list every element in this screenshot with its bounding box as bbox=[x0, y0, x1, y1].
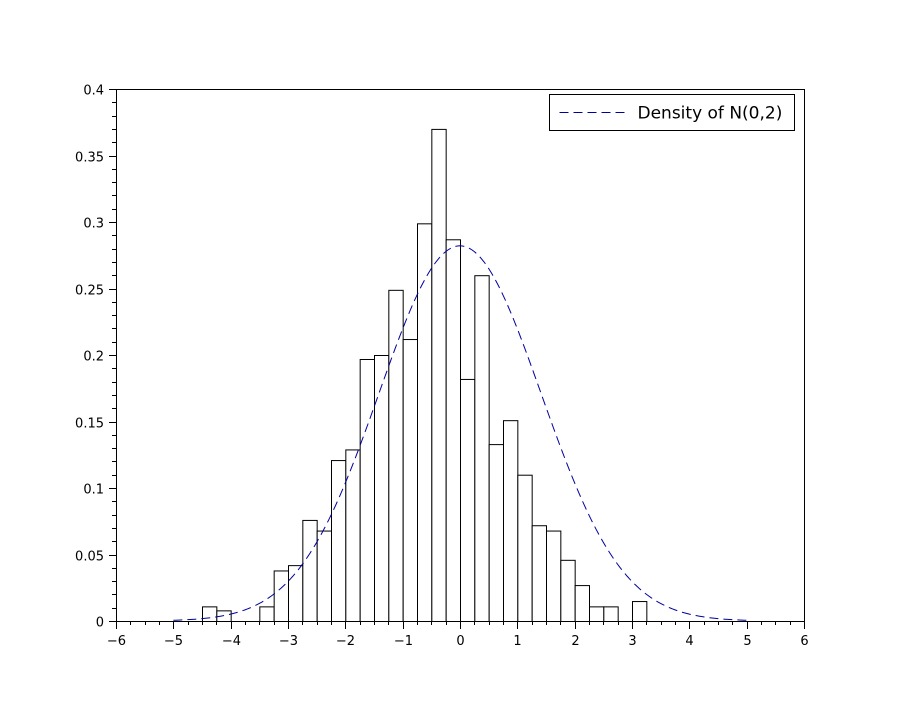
x-tick-label-8: 2 bbox=[571, 634, 579, 649]
y-tick-label-4: 0.2 bbox=[83, 350, 104, 365]
histogram-bar-5 bbox=[302, 519, 318, 622]
y-tick-label-5: 0.25 bbox=[75, 284, 104, 299]
histogram-bar-0 bbox=[202, 606, 218, 622]
y-tick-label-1: 0.05 bbox=[75, 550, 104, 565]
density-curve-layer bbox=[173, 245, 747, 621]
histogram-bar-25 bbox=[589, 606, 605, 622]
y-tick-label-8: 0.4 bbox=[83, 84, 104, 99]
x-tick-label-4: −2 bbox=[336, 634, 355, 649]
histogram-bar-11 bbox=[388, 289, 404, 622]
histogram-bar-9 bbox=[359, 358, 375, 622]
histogram-bar-16 bbox=[460, 378, 476, 622]
y-tick-label-2: 0.1 bbox=[83, 483, 104, 498]
y-tick-label-6: 0.3 bbox=[83, 217, 104, 232]
histogram-bar-13 bbox=[417, 223, 433, 623]
histogram-bar-2 bbox=[259, 606, 275, 622]
histogram-bar-10 bbox=[374, 355, 390, 622]
histogram-bar-14 bbox=[431, 128, 447, 622]
histogram-bar-4 bbox=[288, 565, 304, 623]
histogram-bar-7 bbox=[331, 460, 347, 622]
histogram-bar-26 bbox=[603, 606, 619, 622]
histogram-bar-15 bbox=[445, 239, 461, 622]
histogram-bar-22 bbox=[546, 530, 562, 622]
legend: Density of N(0,2) bbox=[549, 94, 795, 131]
x-tick-label-7: 1 bbox=[513, 634, 521, 649]
histogram-bar-8 bbox=[345, 449, 361, 622]
legend-label-density: Density of N(0,2) bbox=[638, 104, 783, 124]
x-axis: −6 −5 −4 −3 −2 −1 0 1 2 3 4 5 6 bbox=[107, 621, 809, 649]
x-tick-label-6: 0 bbox=[456, 634, 464, 649]
y-axis: 0 0.05 0.1 0.15 0.2 0.25 0.3 0.35 0.4 bbox=[75, 84, 117, 631]
x-tick-label-3: −3 bbox=[279, 634, 298, 649]
density-curve-line bbox=[173, 245, 747, 621]
histogram-bar-23 bbox=[560, 559, 576, 623]
x-tick-label-2: −4 bbox=[222, 634, 241, 649]
histogram-bar-18 bbox=[488, 444, 504, 622]
x-tick-label-5: −1 bbox=[394, 634, 413, 649]
x-tick-label-12: 6 bbox=[800, 634, 808, 649]
x-tick-label-10: 4 bbox=[685, 634, 693, 649]
histogram-bar-3 bbox=[273, 570, 289, 623]
x-tick-label-0: −6 bbox=[107, 634, 126, 649]
histogram-bar-6 bbox=[316, 530, 332, 622]
histogram-bars bbox=[202, 128, 648, 623]
y-tick-label-7: 0.35 bbox=[75, 151, 104, 166]
histogram-bar-17 bbox=[474, 275, 490, 622]
y-tick-label-3: 0.15 bbox=[75, 417, 104, 432]
y-tick-label-0: 0 bbox=[96, 616, 104, 631]
x-tick-label-9: 3 bbox=[628, 634, 636, 649]
histogram-bar-19 bbox=[503, 420, 519, 623]
histogram-bar-12 bbox=[402, 339, 418, 622]
histogram-bar-21 bbox=[531, 525, 548, 622]
x-tick-label-1: −5 bbox=[164, 634, 183, 649]
histogram-bar-20 bbox=[517, 474, 533, 623]
histogram-bar-24 bbox=[574, 585, 591, 623]
x-tick-label-11: 5 bbox=[743, 634, 751, 649]
histogram-bar-27 bbox=[632, 601, 648, 622]
